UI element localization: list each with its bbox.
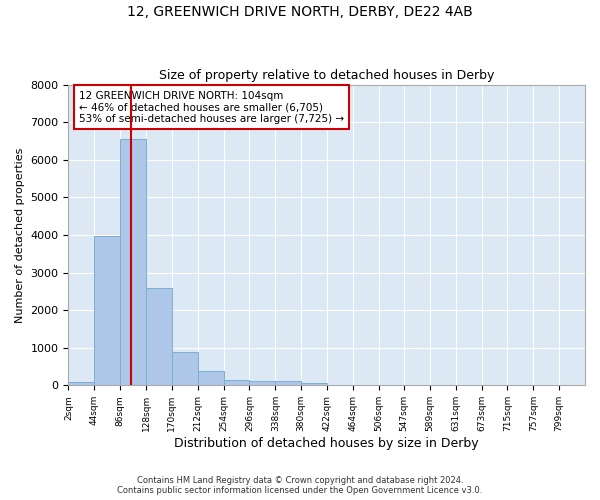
- Bar: [224, 380, 250, 386]
- Bar: [301, 384, 327, 386]
- Text: 12, GREENWICH DRIVE NORTH, DERBY, DE22 4AB: 12, GREENWICH DRIVE NORTH, DERBY, DE22 4…: [127, 5, 473, 19]
- Text: Contains HM Land Registry data © Crown copyright and database right 2024.
Contai: Contains HM Land Registry data © Crown c…: [118, 476, 482, 495]
- X-axis label: Distribution of detached houses by size in Derby: Distribution of detached houses by size …: [175, 437, 479, 450]
- Bar: [120, 140, 146, 386]
- Title: Size of property relative to detached houses in Derby: Size of property relative to detached ho…: [159, 69, 494, 82]
- Y-axis label: Number of detached properties: Number of detached properties: [15, 148, 25, 322]
- Bar: [68, 382, 94, 386]
- Text: 12 GREENWICH DRIVE NORTH: 104sqm
← 46% of detached houses are smaller (6,705)
53: 12 GREENWICH DRIVE NORTH: 104sqm ← 46% o…: [79, 90, 344, 124]
- Bar: [198, 370, 224, 386]
- Bar: [146, 288, 172, 386]
- Bar: [275, 381, 301, 386]
- Bar: [250, 381, 275, 386]
- Bar: [172, 352, 198, 386]
- Bar: [94, 236, 120, 386]
